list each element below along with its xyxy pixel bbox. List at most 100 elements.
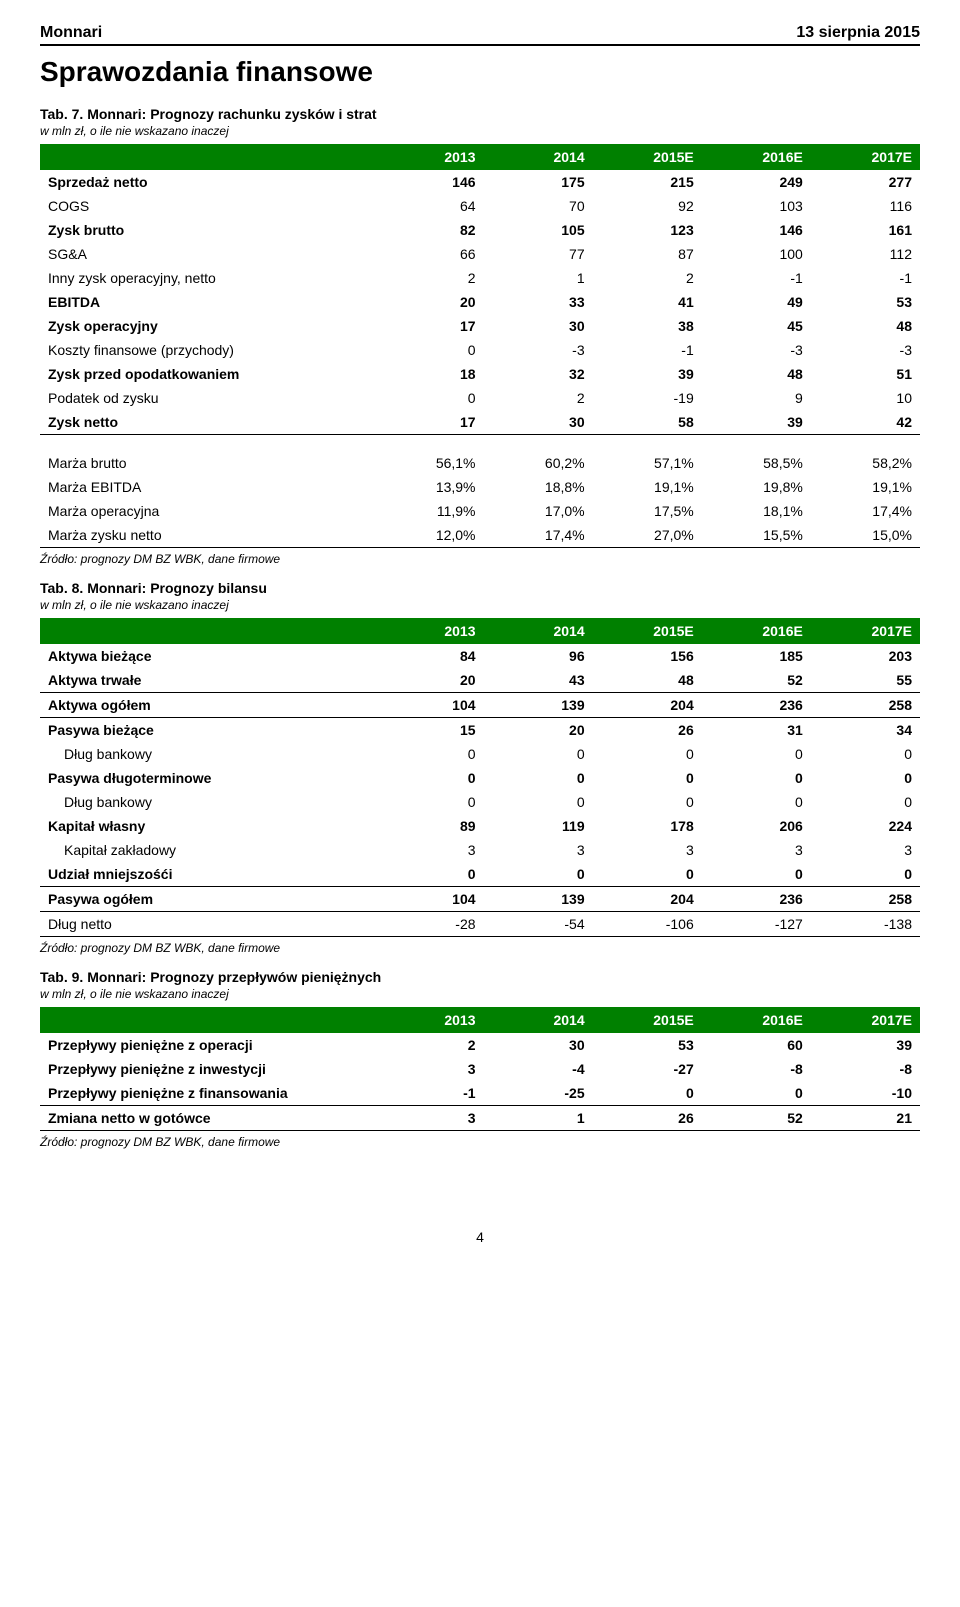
table-row: Zmiana netto w gotówce31265221 xyxy=(40,1105,920,1130)
tab9-table: 2013 2014 2015E 2016E 2017E Przepływy pi… xyxy=(40,1007,920,1131)
row-value: 0 xyxy=(593,742,702,766)
tab8-source: Źródło: prognozy DM BZ WBK, dane firmowe xyxy=(40,941,920,955)
row-label: Marża brutto xyxy=(40,451,374,475)
table-header-row: 2013 2014 2015E 2016E 2017E xyxy=(40,618,920,644)
row-value: 18,8% xyxy=(484,475,593,499)
row-label: Przepływy pieniężne z finansowania xyxy=(40,1081,374,1106)
row-value: 52 xyxy=(702,668,811,693)
table-row: SG&A667787100112 xyxy=(40,242,920,266)
row-label: Marża operacyjna xyxy=(40,499,374,523)
row-value: 56,1% xyxy=(374,451,483,475)
row-value: -54 xyxy=(484,911,593,936)
col-year: 2014 xyxy=(484,1007,593,1033)
row-label: EBITDA xyxy=(40,290,374,314)
table-row: Marża brutto56,1%60,2%57,1%58,5%58,2% xyxy=(40,451,920,475)
col-year: 2014 xyxy=(484,618,593,644)
row-value: 48 xyxy=(702,362,811,386)
tab9-title: Tab. 9. Monnari: Prognozy przepływów pie… xyxy=(40,969,920,985)
row-value: 52 xyxy=(702,1105,811,1130)
row-value: 0 xyxy=(374,742,483,766)
row-value: 204 xyxy=(593,692,702,717)
row-value: 146 xyxy=(374,170,483,194)
row-value: 31 xyxy=(702,717,811,742)
row-value: 0 xyxy=(811,862,920,887)
col-blank xyxy=(40,1007,374,1033)
row-value: 26 xyxy=(593,1105,702,1130)
row-value: 0 xyxy=(374,790,483,814)
row-label: Aktywa trwałe xyxy=(40,668,374,693)
row-label: SG&A xyxy=(40,242,374,266)
row-value: 249 xyxy=(702,170,811,194)
row-value: 0 xyxy=(593,1081,702,1106)
row-value: 3 xyxy=(374,838,483,862)
table-row: Aktywa ogółem104139204236258 xyxy=(40,692,920,717)
row-value: 105 xyxy=(484,218,593,242)
row-value: 66 xyxy=(374,242,483,266)
row-value: 0 xyxy=(374,862,483,887)
table-row: Dług bankowy00000 xyxy=(40,790,920,814)
row-value: 258 xyxy=(811,692,920,717)
row-value: 0 xyxy=(811,790,920,814)
table-row: Dług netto-28-54-106-127-138 xyxy=(40,911,920,936)
row-value: -106 xyxy=(593,911,702,936)
table-row: Marża EBITDA13,9%18,8%19,1%19,8%19,1% xyxy=(40,475,920,499)
row-label: Dług netto xyxy=(40,911,374,936)
row-value: 0 xyxy=(484,742,593,766)
col-year: 2016E xyxy=(702,618,811,644)
row-value: 123 xyxy=(593,218,702,242)
row-value: 82 xyxy=(374,218,483,242)
table-row: Udział mniejszośći00000 xyxy=(40,862,920,887)
page: Monnari 13 sierpnia 2015 Sprawozdania fi… xyxy=(0,0,960,1269)
col-year: 2015E xyxy=(593,618,702,644)
row-label: Zysk netto xyxy=(40,410,374,435)
table-row: Aktywa trwałe2043485255 xyxy=(40,668,920,693)
row-value: 12,0% xyxy=(374,523,483,548)
row-value: 100 xyxy=(702,242,811,266)
row-value: 204 xyxy=(593,886,702,911)
row-value: -1 xyxy=(374,1081,483,1106)
page-header: Monnari 13 sierpnia 2015 xyxy=(40,24,920,46)
row-label: Kapitał zakładowy xyxy=(40,838,374,862)
tab9-subtitle: w mln zł, o ile nie wskazano inaczej xyxy=(40,987,920,1001)
row-value: -19 xyxy=(593,386,702,410)
report-date: 13 sierpnia 2015 xyxy=(796,24,920,42)
row-value: 0 xyxy=(811,766,920,790)
row-value: 224 xyxy=(811,814,920,838)
col-blank xyxy=(40,144,374,170)
row-value: -1 xyxy=(593,338,702,362)
row-value: 161 xyxy=(811,218,920,242)
row-value: 0 xyxy=(702,790,811,814)
row-value: 87 xyxy=(593,242,702,266)
row-value: 0 xyxy=(484,766,593,790)
row-value: 104 xyxy=(374,886,483,911)
row-value: 89 xyxy=(374,814,483,838)
row-value: 0 xyxy=(593,862,702,887)
row-value: 48 xyxy=(593,668,702,693)
table-row: COGS647092103116 xyxy=(40,194,920,218)
row-value: 39 xyxy=(593,362,702,386)
row-value: 236 xyxy=(702,692,811,717)
row-value: 0 xyxy=(484,862,593,887)
row-value: 156 xyxy=(593,644,702,668)
table-row: Kapitał zakładowy33333 xyxy=(40,838,920,862)
row-value: 58 xyxy=(593,410,702,435)
table-row: Zysk przed opodatkowaniem1832394851 xyxy=(40,362,920,386)
table-header-row: 2013 2014 2015E 2016E 2017E xyxy=(40,144,920,170)
spacer-row xyxy=(40,435,920,451)
row-value: 104 xyxy=(374,692,483,717)
col-year: 2016E xyxy=(702,144,811,170)
row-value: -138 xyxy=(811,911,920,936)
row-value: 26 xyxy=(593,717,702,742)
table-row: Przepływy pieniężne z operacji230536039 xyxy=(40,1033,920,1057)
row-value: -127 xyxy=(702,911,811,936)
row-value: 92 xyxy=(593,194,702,218)
row-value: 64 xyxy=(374,194,483,218)
row-value: 96 xyxy=(484,644,593,668)
row-label: Zysk brutto xyxy=(40,218,374,242)
row-value: 58,5% xyxy=(702,451,811,475)
row-value: 3 xyxy=(811,838,920,862)
row-value: -8 xyxy=(811,1057,920,1081)
row-label: Pasywa ogółem xyxy=(40,886,374,911)
row-value: -3 xyxy=(811,338,920,362)
row-value: 53 xyxy=(811,290,920,314)
